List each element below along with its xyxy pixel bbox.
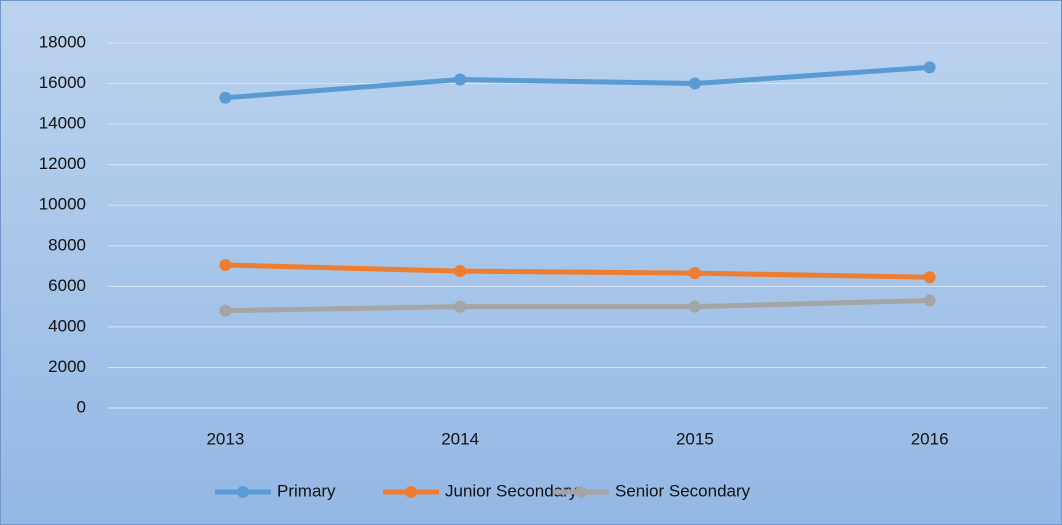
y-tick-label: 8000 xyxy=(48,235,86,254)
series-line xyxy=(225,64,930,101)
y-tick-label: 10000 xyxy=(39,195,86,214)
legend-marker xyxy=(575,486,587,498)
y-tick-label: 6000 xyxy=(48,276,86,295)
legend-marker xyxy=(237,486,249,498)
x-tick-label: 2013 xyxy=(206,429,244,448)
data-point xyxy=(454,73,467,86)
y-tick-label: 2000 xyxy=(48,357,86,376)
data-point xyxy=(923,61,936,74)
legend-marker xyxy=(405,486,417,498)
legend-label: Junior Secondary xyxy=(445,481,578,500)
y-tick-label: 14000 xyxy=(39,114,86,133)
data-point xyxy=(219,304,232,317)
x-tick-label: 2016 xyxy=(911,429,949,448)
data-point xyxy=(454,265,467,278)
data-point xyxy=(688,77,701,90)
series-line xyxy=(225,262,930,280)
legend-label: Senior Secondary xyxy=(615,481,751,500)
data-point xyxy=(923,271,936,284)
data-point xyxy=(219,91,232,104)
data-point xyxy=(688,267,701,280)
y-tick-label: 12000 xyxy=(39,154,86,173)
y-tick-label: 18000 xyxy=(39,32,86,51)
y-tick-label: 16000 xyxy=(39,73,86,92)
data-point xyxy=(688,300,701,313)
x-tick-label: 2015 xyxy=(676,429,714,448)
data-point xyxy=(923,294,936,307)
y-tick-label: 0 xyxy=(77,397,86,416)
x-tick-label: 2014 xyxy=(441,429,479,448)
data-point xyxy=(454,300,467,313)
series-line xyxy=(225,298,930,314)
data-point xyxy=(219,259,232,272)
y-tick-label: 4000 xyxy=(48,316,86,335)
legend-label: Primary xyxy=(277,481,336,500)
